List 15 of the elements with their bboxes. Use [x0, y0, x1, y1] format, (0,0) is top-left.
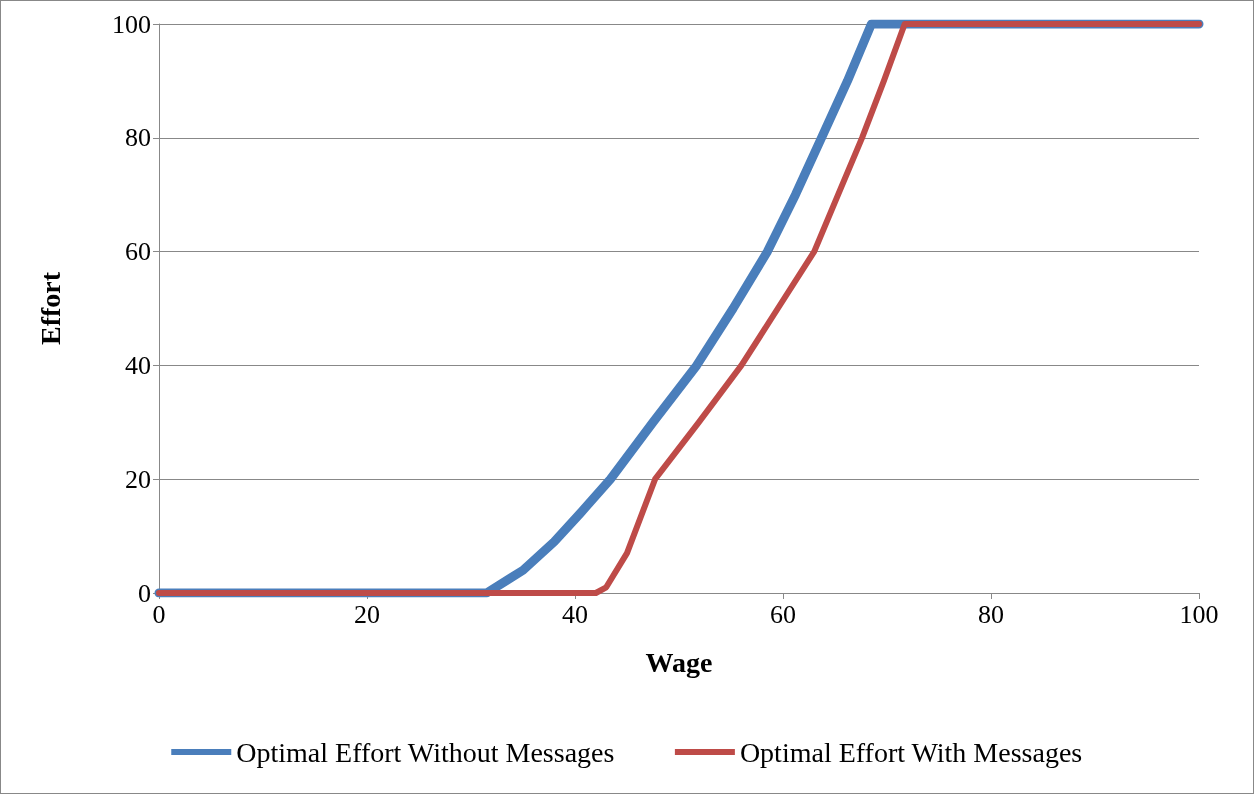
y-tick-label: 80 — [125, 123, 151, 153]
x-axis-title: Wage — [645, 646, 713, 678]
legend-label: Optimal Effort With Messages — [739, 736, 1083, 768]
y-tick-label: 40 — [125, 350, 151, 380]
x-tick-label: 80 — [978, 599, 1004, 629]
x-tick-label: 100 — [1179, 599, 1219, 629]
y-axis-title: Effort — [34, 271, 66, 346]
y-tick-label: 0 — [138, 578, 151, 608]
y-tick-label: 60 — [125, 237, 151, 267]
legend-label: Optimal Effort Without Messages — [236, 736, 615, 768]
x-tick-label: 40 — [562, 599, 588, 629]
y-tick-label: 100 — [112, 9, 151, 39]
x-tick-label: 60 — [770, 599, 796, 629]
y-tick-label: 20 — [125, 464, 151, 494]
x-tick-label: 20 — [354, 599, 380, 629]
